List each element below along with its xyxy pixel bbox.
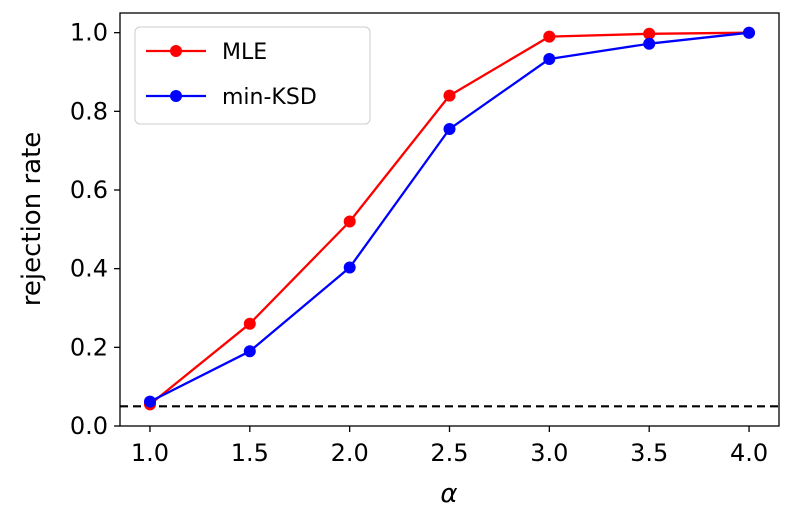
legend-label-mle: MLE — [222, 40, 267, 65]
data-point-mle — [543, 30, 556, 43]
x-tick-label: 2.5 — [430, 439, 468, 467]
y-tick-label: 1.0 — [70, 19, 108, 47]
x-tick-label: 3.0 — [530, 439, 568, 467]
data-point-min-ksd — [243, 345, 256, 358]
y-axis-label: rejection rate — [17, 132, 47, 307]
x-tick-label: 1.0 — [131, 439, 169, 467]
data-point-min-ksd — [543, 53, 556, 65]
data-point-mle — [443, 89, 456, 102]
y-axis: 0.0 0.2 0.4 0.6 0.8 1.0 — [70, 19, 120, 440]
legend-entry-min-ksd: min-KSD — [146, 85, 317, 110]
data-point-min-ksd — [144, 395, 156, 408]
data-point-min-ksd — [443, 123, 456, 135]
x-axis: 1.0 1.5 2.0 2.5 3.0 3.5 4.0 — [131, 426, 768, 467]
legend-marker-mle — [170, 45, 182, 57]
y-tick-label: 0.0 — [70, 412, 108, 440]
y-tick-label: 0.4 — [70, 255, 108, 283]
x-tick-label: 4.0 — [730, 439, 768, 467]
data-point-mle — [643, 27, 656, 40]
data-point-min-ksd — [343, 261, 356, 274]
plot-area — [120, 26, 779, 411]
legend: MLE min-KSD — [134, 26, 371, 125]
data-point-mle — [343, 215, 356, 228]
legend-marker-min-ksd — [170, 90, 182, 102]
x-axis-label: α — [440, 479, 457, 509]
data-point-min-ksd — [643, 37, 656, 50]
data-point-min-ksd — [743, 26, 755, 39]
y-tick-label: 0.2 — [70, 333, 108, 361]
y-tick-label: 0.8 — [70, 97, 108, 125]
legend-label-min-ksd: min-KSD — [222, 85, 317, 110]
y-tick-label: 0.6 — [70, 176, 108, 204]
data-point-mle — [243, 317, 256, 330]
legend-entry-mle: MLE — [146, 40, 267, 65]
x-tick-label: 3.5 — [630, 439, 668, 467]
x-tick-label: 2.0 — [331, 439, 369, 467]
x-tick-label: 1.5 — [231, 439, 269, 467]
